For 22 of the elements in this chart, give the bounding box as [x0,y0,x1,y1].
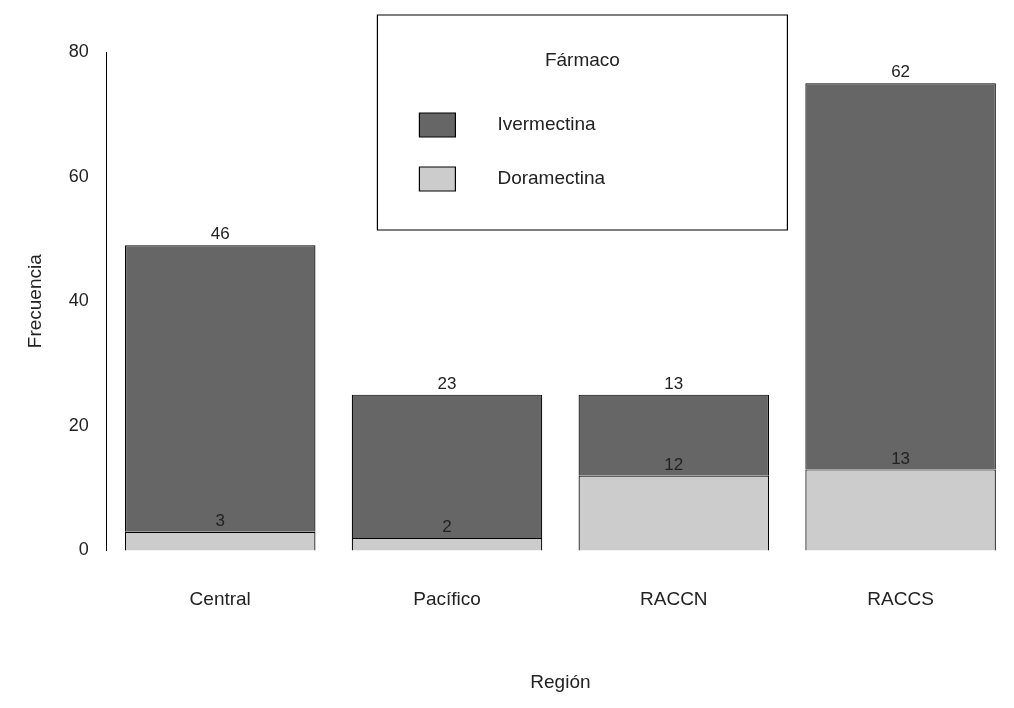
x-tick-label: Central [189,588,251,610]
x-axis-title: Región [530,670,591,692]
y-axis-title: Frecuencia [23,253,45,349]
x-tick-label: Pacífico [413,588,481,610]
y-tick-label: 0 [78,539,89,560]
data-label: 46 [210,224,230,244]
y-tick-label: 60 [68,165,89,186]
legend-title: Fármaco [544,49,620,71]
data-label: 13 [891,448,911,468]
data-label: 13 [664,373,684,393]
x-tick-label: RACCN [640,588,708,610]
data-label: 2 [442,517,452,537]
data-label: 3 [215,510,225,530]
x-tick-label: RACCS [867,588,934,610]
data-label: 23 [437,373,457,393]
y-tick-label: 20 [68,414,89,435]
data-label: 12 [664,454,684,474]
data-label: 62 [891,62,911,82]
legend-label: Ivermectina [497,113,597,135]
y-tick-label: 40 [68,290,89,311]
legend-label: Doramectina [497,167,606,189]
y-tick-label: 80 [68,40,89,61]
